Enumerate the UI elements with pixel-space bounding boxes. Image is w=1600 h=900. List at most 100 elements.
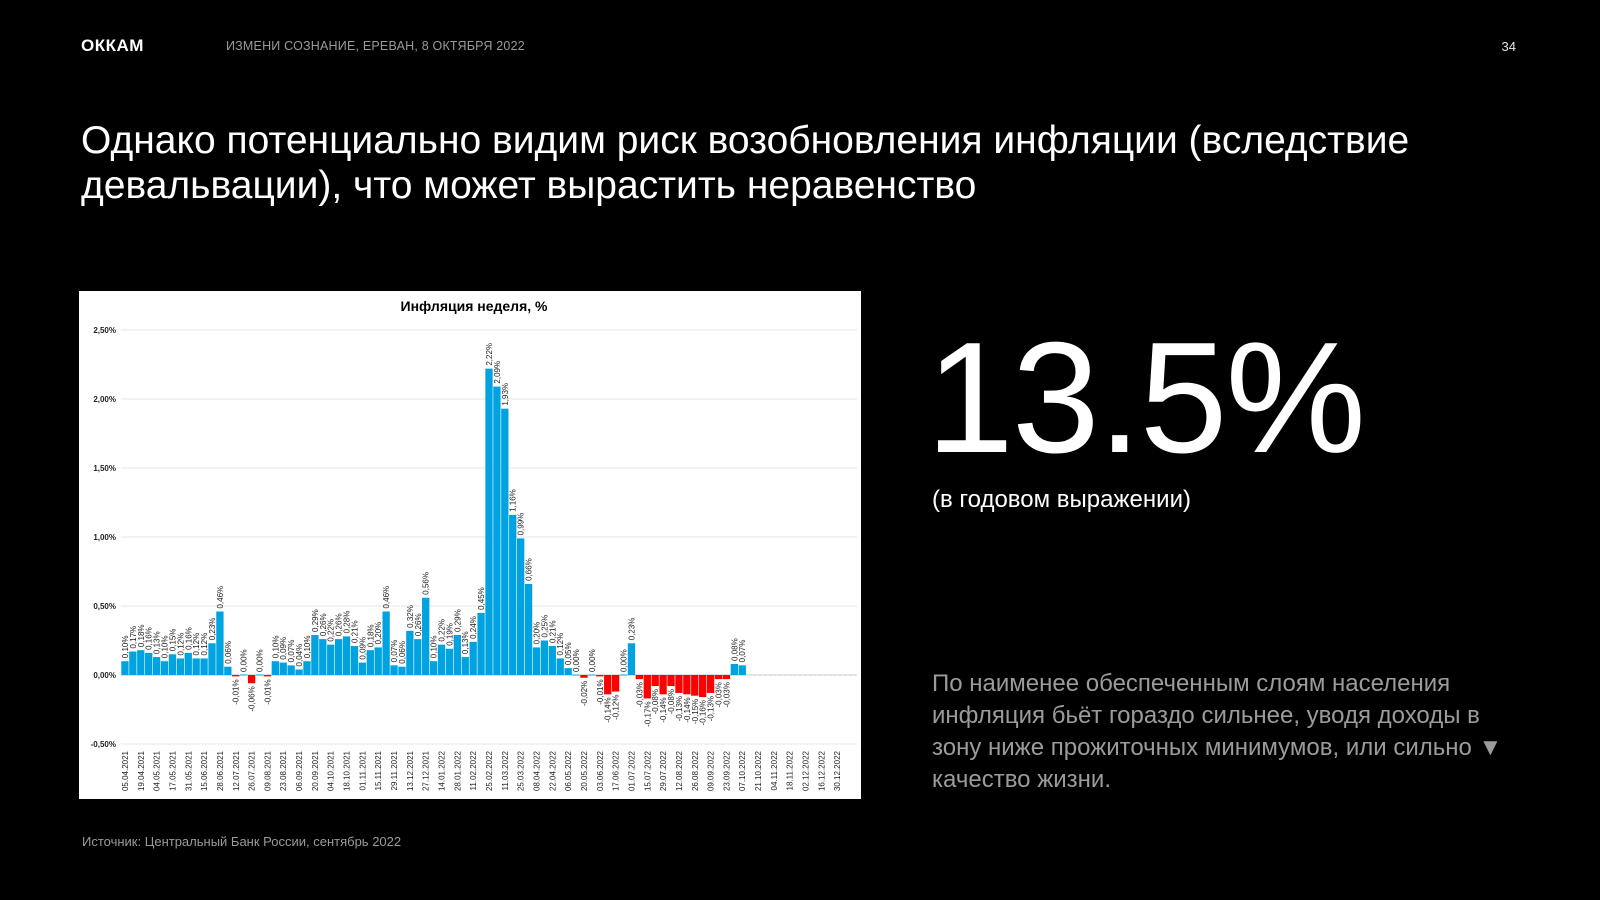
data-label: 0,56% [422,572,431,595]
x-tick-label: 27.12.2021 [422,750,431,791]
data-label: 0,12% [556,633,565,656]
bar [152,657,161,675]
data-label: 0,00% [588,649,597,672]
bar [714,675,723,680]
x-tick-label: 11.02.2022 [469,750,478,790]
bar [699,675,707,698]
data-label: -0,01% [596,679,605,704]
bar [398,666,406,675]
data-label: 0,99% [517,513,526,536]
x-tick-label: 30.12.2022 [833,750,842,791]
bar [738,665,746,675]
data-label: 0,19% [445,623,454,646]
okkam-logo: ОККАМ [81,36,144,55]
bar [540,640,549,675]
data-label: 0,22% [438,619,447,642]
bar [240,674,248,676]
data-label: 0,20% [532,622,541,645]
bar [477,612,485,675]
data-label: 0,21% [548,620,557,643]
bar [232,675,240,677]
bar [572,674,580,676]
x-tick-label: 08.04.2022 [532,750,541,791]
data-label: 0,28% [343,611,352,634]
bar [469,641,477,675]
data-label: 0,23% [208,618,217,641]
bar [461,657,469,675]
bar [588,674,596,676]
bar [627,643,636,675]
x-tick-label: 31.05.2021 [184,750,193,791]
data-label: 0,16% [145,627,154,650]
y-tick-label: -0,50% [91,740,116,749]
data-label: 0,25% [540,615,549,638]
data-label: 0,66% [525,558,534,581]
data-label: 0,00% [240,649,249,672]
event-title: ИЗМЕНИ СОЗНАНИЕ, ЕРЕВАН, 8 ОКТЯБРЯ 2022 [226,39,525,53]
data-label: 0,29% [311,609,320,632]
data-label: -0,08% [667,689,676,714]
data-label: -0,14% [659,697,668,722]
data-label: -0,17% [643,701,652,726]
bar [596,675,604,677]
x-tick-label: 28.06.2021 [216,750,225,791]
data-label: -0,12% [612,695,621,720]
bar [485,368,493,675]
x-tick-label: 22.04.2022 [548,750,557,791]
data-label: -0,16% [699,700,708,725]
data-label: 0,10% [430,636,439,659]
bar [216,611,224,675]
data-label: 0,29% [453,609,462,632]
y-tick-label: 1,00% [93,533,116,542]
x-tick-label: 23.08.2021 [279,750,288,791]
data-label: -0,06% [248,686,257,711]
x-tick-label: 09.08.2021 [263,750,272,791]
data-label: 0,10% [121,636,130,659]
bar [176,658,185,675]
data-label: 0,07% [390,640,399,663]
x-tick-label: 04.10.2021 [327,750,336,791]
data-label: -0,14% [604,697,613,722]
bar [192,658,200,675]
x-tick-label: 09.09.2022 [707,750,716,791]
data-label: -0,01% [232,679,241,704]
data-label: 0,00% [620,649,629,672]
x-tick-label: 20.09.2021 [311,750,320,791]
bar [295,669,303,675]
x-tick-label: 21.10.2022 [754,750,763,791]
bar [619,674,628,676]
bar [422,597,430,675]
bar [429,661,438,675]
x-tick-label: 29.11.2021 [390,750,399,790]
bar [263,675,272,677]
bar [200,658,208,675]
x-tick-label: 04.11.2022 [770,750,779,790]
chart-title: Инфляция неделя, % [401,298,549,314]
bar [691,675,699,696]
bar [184,652,192,675]
x-tick-label: 26.08.2022 [691,750,700,791]
data-label: 2,22% [485,343,494,366]
y-tick-label: 2,50% [93,326,116,335]
bar [208,643,216,675]
data-label: 0,17% [129,626,138,649]
data-label: 0,05% [564,642,573,665]
y-tick-label: 2,00% [93,395,116,404]
x-tick-label: 28.01.2022 [453,750,462,791]
bar [611,675,620,692]
bar [604,675,612,695]
x-tick-label: 25.03.2022 [517,750,526,791]
bar [160,661,169,675]
data-label: 0,24% [469,616,478,639]
bar [651,675,659,687]
data-label: 1,16% [509,489,518,512]
data-label: 0,06% [398,641,407,664]
bar [556,658,564,675]
bar [334,639,343,675]
x-tick-label: 23.09.2022 [722,750,731,791]
x-tick-label: 15.07.2022 [643,750,652,791]
data-label: -0,03% [635,682,644,707]
bar [659,675,667,695]
bar [129,651,137,675]
y-tick-label: 1,50% [93,464,116,473]
